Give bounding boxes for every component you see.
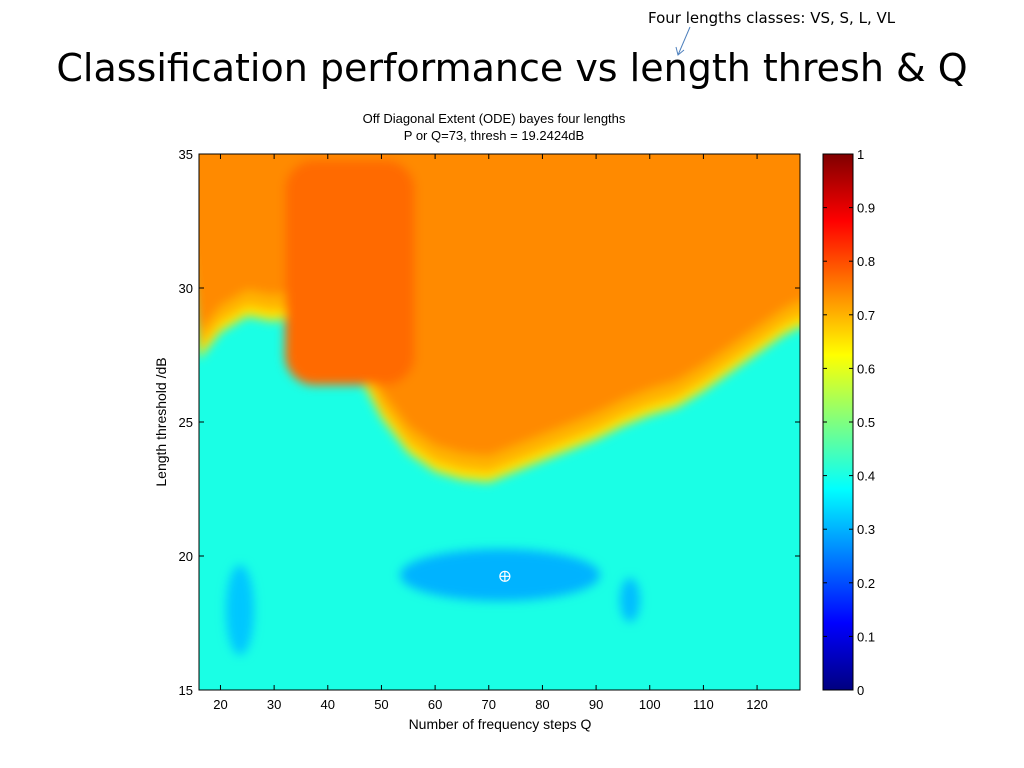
colorbar-tick-label: 0.2 bbox=[857, 576, 875, 591]
y-tick-label: 15 bbox=[179, 683, 193, 698]
x-tick-label: 70 bbox=[482, 697, 496, 712]
colorbar-tick-label: 0.7 bbox=[857, 308, 875, 323]
x-axis-ticks: 20 30 40 50 60 70 80 90 100 110 120 bbox=[213, 154, 768, 712]
x-tick-label: 90 bbox=[589, 697, 603, 712]
x-tick-label: 30 bbox=[267, 697, 281, 712]
colorbar-ticks: 0 0.1 0.2 0.3 0.4 0.5 0.6 0.7 0.8 0.9 1 bbox=[823, 147, 875, 698]
colorbar-tick-label: 0.3 bbox=[857, 522, 875, 537]
colorbar-tick-label: 0.6 bbox=[857, 361, 875, 376]
slide-title: Classification performance vs length thr… bbox=[56, 46, 968, 90]
x-tick-label: 20 bbox=[213, 697, 227, 712]
annotation-arrowhead bbox=[675, 46, 685, 56]
chart-title: Off Diagonal Extent (ODE) bayes four len… bbox=[363, 111, 626, 126]
annotation-arrow bbox=[677, 26, 691, 56]
x-tick-label: 80 bbox=[535, 697, 549, 712]
x-tick-label: 100 bbox=[639, 697, 661, 712]
dip-spot bbox=[226, 565, 254, 655]
x-tick-label: 60 bbox=[428, 697, 442, 712]
colorbar-tick-label: 1 bbox=[857, 147, 864, 162]
y-axis-ticks: 15 20 25 30 35 bbox=[179, 147, 800, 698]
colorbar-tick-label: 0.1 bbox=[857, 629, 875, 644]
heatmap-layer bbox=[199, 154, 800, 690]
optimum-marker bbox=[499, 570, 511, 582]
x-tick-label: 120 bbox=[746, 697, 768, 712]
annotation-text: Four lengths classes: VS, S, L, VL bbox=[648, 9, 896, 27]
colorbar-tick-label: 0.5 bbox=[857, 415, 875, 430]
x-tick-label: 40 bbox=[321, 697, 335, 712]
colorbar-tick-label: 0.9 bbox=[857, 201, 875, 216]
dip-spot bbox=[620, 578, 640, 622]
y-axis-label: Length threshold /dB bbox=[153, 357, 169, 486]
y-tick-label: 30 bbox=[179, 281, 193, 296]
upper-peak bbox=[285, 160, 415, 385]
y-tick-label: 25 bbox=[179, 415, 193, 430]
chart-subtitle: P or Q=73, thresh = 19.2424dB bbox=[404, 128, 584, 143]
x-tick-label: 50 bbox=[374, 697, 388, 712]
y-tick-label: 20 bbox=[179, 549, 193, 564]
colorbar-tick-label: 0.8 bbox=[857, 254, 875, 269]
colorbar-tick-label: 0.4 bbox=[857, 469, 875, 484]
x-axis-label: Number of frequency steps Q bbox=[409, 716, 592, 732]
x-tick-label: 110 bbox=[693, 697, 714, 712]
colorbar-tick-label: 0 bbox=[857, 683, 864, 698]
y-tick-label: 35 bbox=[179, 147, 193, 162]
colorbar bbox=[822, 153, 854, 691]
